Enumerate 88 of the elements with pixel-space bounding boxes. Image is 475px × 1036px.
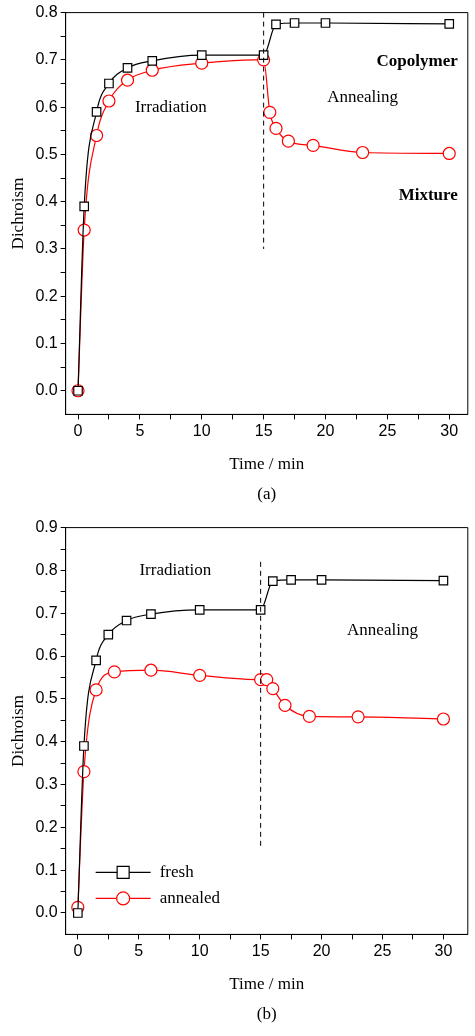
x-tick-label: 15 <box>254 422 273 440</box>
y-tick-label: 0.2 <box>35 817 58 835</box>
y-tick-label: 0.6 <box>35 646 58 664</box>
point <box>91 107 102 117</box>
point <box>271 19 281 30</box>
point <box>260 673 274 687</box>
legend-label: fresh <box>159 861 195 881</box>
point <box>258 50 269 60</box>
x-tick-label: 30 <box>434 942 453 960</box>
x-axis-title: Time / min <box>229 974 305 994</box>
y-tick-label: 0.8 <box>35 3 58 21</box>
point <box>194 604 205 615</box>
x-tick-label: 20 <box>312 942 331 960</box>
point <box>438 575 449 586</box>
point <box>444 19 455 29</box>
point <box>278 698 292 712</box>
point <box>193 668 207 682</box>
point <box>267 576 278 586</box>
y-tick-label: 0.6 <box>35 97 58 115</box>
point <box>316 575 327 585</box>
point <box>122 63 133 73</box>
point <box>147 55 158 66</box>
x-tick-label: 10 <box>192 422 211 440</box>
point <box>289 18 300 28</box>
y-tick-label: 0.3 <box>35 239 58 257</box>
y-tick-label: 0.8 <box>35 560 58 578</box>
x-tick-label: 20 <box>316 422 335 440</box>
point <box>269 121 283 136</box>
y-tick-label: 0.7 <box>35 50 58 68</box>
point <box>89 683 103 697</box>
point <box>286 575 296 585</box>
annotation: Annealing <box>347 619 419 639</box>
point <box>72 908 83 918</box>
y-axis-title: Dichroism <box>7 177 27 250</box>
y-tick-label: 0.1 <box>35 333 58 351</box>
point <box>436 712 451 726</box>
point <box>104 78 114 89</box>
y-tick-label: 0.5 <box>35 144 58 162</box>
point <box>302 709 316 724</box>
point <box>281 134 295 148</box>
point <box>255 604 266 615</box>
point <box>356 145 370 160</box>
legend-label: annealed <box>159 887 221 907</box>
series-label: Mixture <box>398 184 459 204</box>
y-tick-label: 0.2 <box>35 286 58 304</box>
y-tick-label: 0.4 <box>35 732 58 750</box>
annotation: Irradiation <box>139 559 212 579</box>
y-tick-label: 0.7 <box>35 603 58 621</box>
annotation: Annealing <box>327 87 399 107</box>
y-tick-label: 0.4 <box>35 192 58 210</box>
x-tick-label: 10 <box>190 942 209 960</box>
point <box>351 710 365 724</box>
x-tick-label: 25 <box>378 422 397 440</box>
point <box>196 50 207 60</box>
x-tick-label: 25 <box>373 942 392 960</box>
y-tick-label: 0.3 <box>35 774 58 792</box>
annotation: Irradiation <box>134 96 208 116</box>
x-axis-title: Time / min <box>229 454 305 474</box>
point <box>146 609 156 619</box>
x-tick-label: 0 <box>73 422 83 440</box>
x-tick-label: 0 <box>73 942 83 960</box>
point <box>144 663 158 677</box>
point <box>442 146 456 161</box>
x-tick-label: 5 <box>134 942 144 960</box>
point <box>79 741 89 751</box>
y-tick-label: 0.0 <box>35 381 58 399</box>
text: (b) <box>256 1004 277 1024</box>
point <box>91 655 101 666</box>
series-label: Copolymer <box>376 51 459 71</box>
point <box>120 73 135 87</box>
y-axis-title: Dichroism <box>7 695 27 767</box>
point <box>266 682 280 696</box>
point <box>102 94 116 108</box>
point <box>306 138 320 153</box>
y-tick-label: 0.5 <box>35 689 58 707</box>
point <box>320 18 331 28</box>
point <box>79 201 90 212</box>
y-tick-label: 0.0 <box>35 903 58 921</box>
y-tick-label: 0.9 <box>35 518 58 536</box>
point <box>107 665 121 679</box>
point <box>103 629 114 640</box>
point <box>89 128 104 143</box>
x-tick-label: 15 <box>251 942 270 960</box>
x-tick-label: 30 <box>440 422 459 440</box>
point <box>263 105 277 119</box>
x-tick-label: 5 <box>135 422 145 440</box>
y-tick-label: 0.1 <box>35 860 58 878</box>
text: (a) <box>257 484 277 504</box>
